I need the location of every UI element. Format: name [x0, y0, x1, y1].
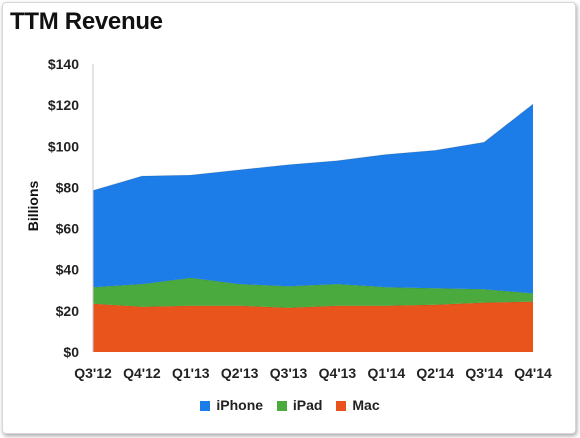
y-tick-label: $20 [56, 303, 80, 319]
x-tick-labels: Q3'12 Q4'12 Q1'13 Q2'13 Q3'13 Q4'13 Q1'14 Q2'14… [74, 365, 552, 381]
y-tick-label: $0 [63, 344, 79, 360]
y-tick-label: $40 [56, 262, 80, 278]
area-mac [93, 301, 533, 352]
legend-item-iphone: iPhone [200, 397, 263, 413]
legend-swatch-ipad [276, 401, 287, 411]
y-tick-label: $60 [56, 221, 80, 237]
y-tick-label: $120 [48, 97, 79, 113]
x-tick-label: Q4'14 [514, 365, 552, 381]
y-tick-label: $80 [56, 179, 80, 195]
x-tick-label: Q3'12 [74, 365, 112, 381]
area-edge-iphone [92, 103, 534, 191]
legend-label-ipad: iPad [292, 397, 323, 413]
legend-item-ipad: iPad [276, 397, 323, 413]
x-tick-label: Q3'13 [270, 365, 308, 381]
y-axis-label: Billions [25, 181, 41, 232]
legend-label-mac: Mac [352, 397, 380, 413]
x-tick-label: Q1'14 [368, 365, 406, 381]
area-ipad [93, 277, 533, 308]
chart-title: TTM Revenue [10, 8, 163, 35]
x-tick-label: Q1'13 [172, 365, 210, 381]
area-series-group [92, 103, 534, 352]
x-tick-label: Q2'14 [416, 365, 454, 381]
y-tick-labels: $0 $20 $40 $60 $80 $100 $120 $140 [48, 56, 79, 360]
legend-swatch-mac [336, 401, 347, 411]
legend-label-iphone: iPhone [216, 397, 264, 413]
legend-item-mac: Mac [336, 397, 380, 413]
x-tick-label: Q2'13 [221, 365, 259, 381]
y-tick-label: $100 [48, 138, 79, 154]
x-tick-label: Q4'13 [319, 365, 357, 381]
legend-swatch-iphone [200, 401, 211, 411]
x-tick-label: Q3'14 [465, 365, 503, 381]
area-iphone [93, 104, 533, 294]
x-tick-label: Q4'12 [123, 365, 161, 381]
legend: iPhone iPad Mac [0, 397, 580, 413]
y-tick-label: $140 [48, 56, 79, 72]
